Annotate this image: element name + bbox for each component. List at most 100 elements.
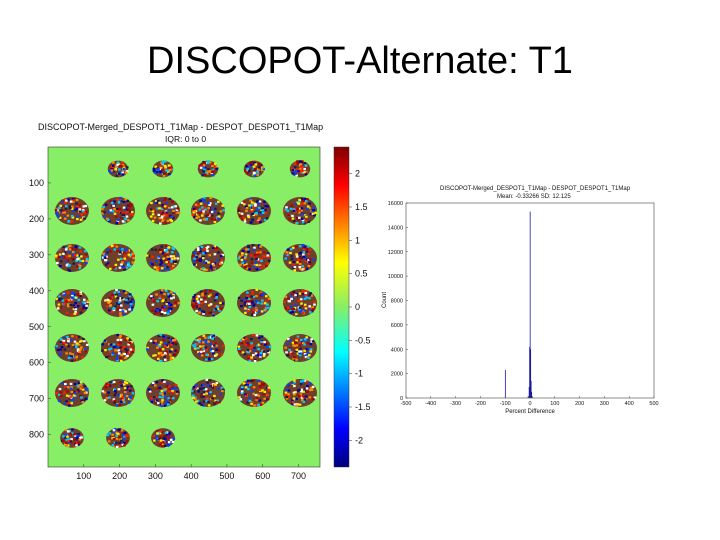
- slice-speckle: [121, 443, 125, 446]
- brain-slice: [146, 379, 180, 408]
- slice-speckle: [301, 171, 304, 174]
- slice-speckle: [250, 210, 254, 213]
- slice-speckle: [258, 259, 262, 262]
- slice-speckle: [200, 354, 204, 357]
- slice-speckle: [247, 244, 250, 247]
- slice-speckle: [70, 314, 74, 317]
- slice-speckle: [79, 311, 83, 314]
- slice-speckle: [303, 296, 306, 299]
- slice-speckle: [250, 344, 254, 347]
- slice-speckle: [107, 309, 111, 312]
- slice-speckle: [245, 209, 248, 213]
- slice-speckle: [250, 342, 253, 345]
- slice-speckle: [258, 382, 261, 385]
- slice-speckle: [124, 171, 128, 174]
- slice-speckle: [258, 251, 262, 254]
- slice-speckle: [104, 349, 107, 352]
- slice-speckle: [158, 343, 162, 346]
- slice-speckle: [83, 217, 86, 220]
- slice-speckle: [207, 201, 210, 205]
- slice-speckle: [132, 300, 136, 303]
- slice-speckle: [160, 261, 164, 264]
- slice-speckle: [199, 211, 203, 214]
- slice-speckle: [293, 172, 297, 176]
- slice-speckle: [209, 334, 213, 338]
- slice-speckle: [260, 335, 264, 338]
- brain-slice: [145, 244, 180, 272]
- slice-speckle: [158, 207, 161, 210]
- slice-speckle: [117, 258, 120, 261]
- slice-speckle: [213, 165, 217, 169]
- slice-speckle: [112, 437, 116, 441]
- slice-speckle: [106, 394, 110, 397]
- slice-speckle: [263, 341, 266, 344]
- slice-speckle: [66, 430, 70, 433]
- slice-speckle: [125, 350, 128, 353]
- slice-speckle: [77, 441, 81, 444]
- slice-speckle: [123, 268, 126, 271]
- slice-speckle: [78, 384, 82, 387]
- slice-speckle: [154, 310, 158, 313]
- slice-speckle: [200, 245, 204, 249]
- slice-speckle: [252, 379, 255, 382]
- slice-speckle: [71, 428, 74, 431]
- slice-speckle: [249, 383, 252, 386]
- slice-speckle: [123, 313, 126, 316]
- slice-speckle: [121, 211, 125, 215]
- slice-speckle: [110, 296, 114, 299]
- slice-speckle: [244, 169, 247, 172]
- slice-speckle: [113, 200, 116, 203]
- slice-speckle: [124, 217, 127, 221]
- slice-speckle: [174, 262, 177, 265]
- slice-speckle: [117, 388, 121, 391]
- slice-speckle: [240, 210, 244, 214]
- slice-speckle: [70, 220, 73, 224]
- slice-speckle: [109, 381, 112, 384]
- map-x-tick-label: 100: [76, 471, 91, 481]
- slice-speckle: [194, 302, 198, 305]
- slice-speckle: [86, 300, 90, 303]
- slice-speckle: [74, 296, 78, 299]
- slice-speckle: [310, 338, 313, 341]
- slice-speckle: [257, 206, 261, 210]
- slice-speckle: [116, 432, 120, 435]
- slice-speckle: [200, 214, 204, 217]
- slice-speckle: [303, 222, 306, 225]
- slice-speckle: [241, 249, 245, 253]
- slice-speckle: [240, 388, 244, 391]
- slice-speckle: [191, 394, 195, 397]
- slice-speckle: [129, 254, 133, 257]
- slice-speckle: [202, 347, 206, 350]
- slice-speckle: [209, 196, 213, 200]
- slice-speckle: [74, 359, 77, 362]
- slice-speckle: [129, 348, 133, 351]
- slice-speckle: [245, 207, 249, 210]
- slice-speckle: [246, 248, 250, 251]
- slice-speckle: [67, 340, 70, 343]
- slice-speckle: [121, 399, 125, 402]
- slice-speckle: [70, 402, 74, 405]
- slice-speckle: [193, 257, 196, 260]
- slice-speckle: [212, 383, 215, 386]
- slice-speckle: [66, 335, 69, 339]
- slice-speckle: [120, 249, 123, 252]
- slice-speckle: [259, 211, 263, 214]
- slice-speckle: [107, 298, 110, 301]
- slice-speckle: [160, 291, 163, 294]
- slice-speckle: [165, 249, 168, 252]
- brain-slice: [101, 379, 135, 407]
- slice-speckle: [125, 349, 129, 352]
- slice-speckle: [263, 292, 266, 295]
- slice-speckle: [302, 341, 305, 345]
- slice-speckle: [311, 306, 314, 309]
- slice-speckle: [202, 196, 206, 200]
- slice-speckle: [292, 263, 295, 266]
- brain-slice: [283, 197, 318, 225]
- slice-speckle: [126, 204, 130, 207]
- slice-speckle: [297, 169, 300, 173]
- slice-speckle: [285, 351, 288, 354]
- slice-speckle: [110, 201, 114, 204]
- slice-speckle: [307, 220, 311, 223]
- slice-speckle: [121, 396, 125, 399]
- slice-speckle: [209, 170, 212, 173]
